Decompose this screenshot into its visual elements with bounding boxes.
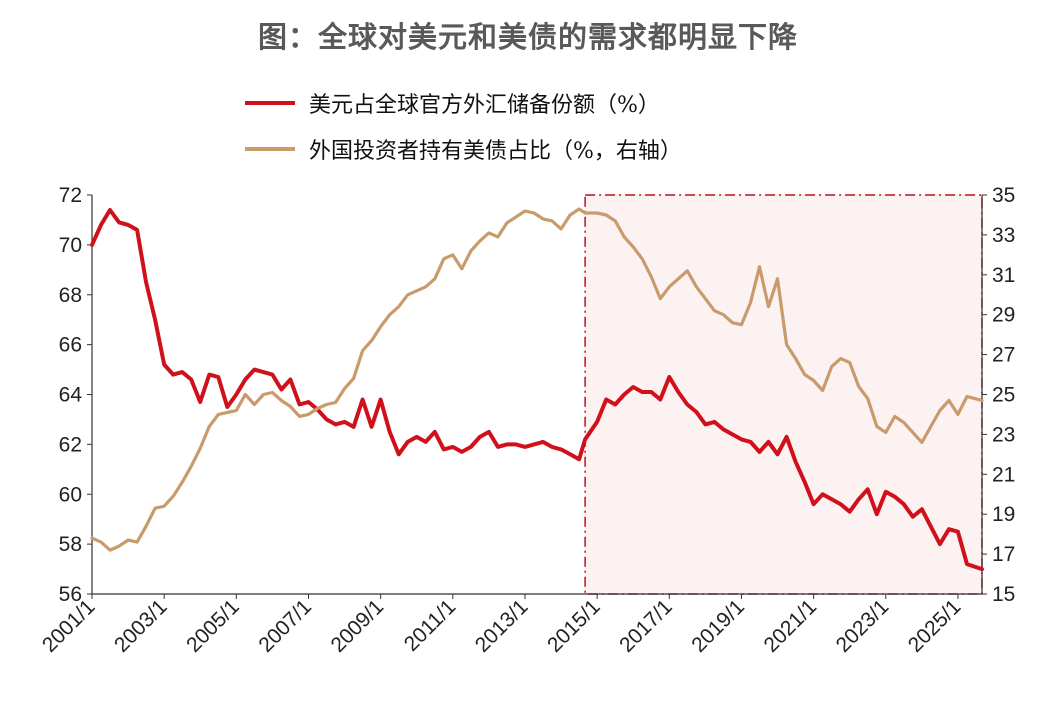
series-line-treasury-share [90,207,984,552]
left-tick-label: 68 [59,284,82,307]
legend-label-treasury-share: 外国投资者持有美债占比（%，右轴） [309,139,682,164]
x-tick-label: 2003/1 [110,595,172,657]
right-tick-label: 27 [992,344,1015,367]
x-tick-label: 2023/1 [832,595,894,657]
right-tick-label: 31 [992,264,1015,287]
x-tick-label: 2015/1 [543,595,605,657]
right-tick-label: 21 [992,463,1015,486]
left-tick-label: 56 [59,583,82,606]
left-tick-label: 58 [59,533,82,556]
chart-title: 图：全球对美元和美债的需求都明显下降 [257,20,798,54]
right-tick-label: 17 [992,543,1015,566]
right-tick-label: 35 [992,184,1015,207]
legend-item-treasury-share: 外国投资者持有美债占比（%，右轴） [245,134,682,164]
right-tick-label: 33 [992,224,1015,247]
highlight-region [584,194,983,595]
legend-swatch-tan [245,147,295,151]
x-tick-label: 2011/1 [400,595,461,656]
legend-label-reserve-share: 美元占全球官方外汇储备份额（%） [309,93,660,118]
left-tick-label: 60 [59,483,82,506]
left-tick-label: 72 [59,184,82,207]
x-tick-label: 2019/1 [687,595,749,657]
right-tick-label: 19 [992,503,1015,526]
right-tick-label: 23 [992,423,1015,446]
series-line-reserve-share [90,208,984,572]
x-tick-label: 2009/1 [327,595,389,657]
left-tick-label: 70 [59,234,82,257]
legend-swatch-red [245,101,295,105]
left-tick-label: 66 [59,334,82,357]
x-tick-label: 2013/1 [471,595,533,657]
x-tick-label: 2005/1 [182,595,244,657]
x-tick-label: 2025/1 [904,595,966,657]
x-tick-label: 2017/1 [615,595,677,657]
left-tick-label: 62 [59,433,82,456]
right-tick-label: 15 [992,583,1015,606]
right-tick-label: 29 [992,304,1015,327]
legend-item-reserve-share: 美元占全球官方外汇储备份额（%） [245,88,660,118]
left-tick-label: 64 [59,384,83,407]
x-tick-label: 2021/1 [759,595,821,657]
x-tick-label: 2007/1 [254,595,316,657]
right-tick-label: 25 [992,384,1015,407]
